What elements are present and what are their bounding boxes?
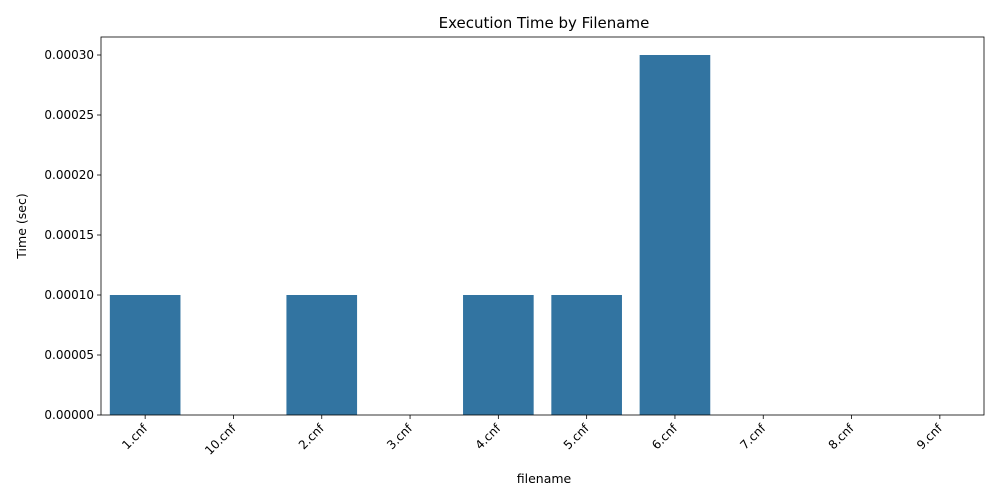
bar-4-cnf [463, 295, 534, 415]
x-tick-label: 6.cnf [649, 421, 681, 453]
x-tick-label: 1.cnf [119, 421, 151, 453]
bar-6-cnf [639, 55, 711, 415]
x-tick-label: 10.cnf [202, 421, 239, 458]
y-tick-label: 0.00020 [44, 168, 94, 182]
x-tick-label: 2.cnf [296, 421, 328, 453]
x-tick-label: 3.cnf [384, 421, 416, 453]
y-tick-label: 0.00025 [44, 108, 94, 122]
axes-frame [100, 36, 985, 416]
chart-title: Execution Time by Filename [439, 14, 650, 32]
plot-area: 0.00000 0.00005 0.00010 0.00015 0.00020 0.000… [44, 36, 985, 458]
x-tick-label: 7.cnf [737, 421, 769, 453]
y-tick-label: 0.00000 [44, 408, 94, 422]
bar-1-cnf [109, 295, 181, 415]
y-tick-label: 0.00030 [44, 48, 94, 62]
x-tick-label: 9.cnf [914, 421, 946, 453]
y-tick-label: 0.00010 [44, 288, 94, 302]
y-tick-label: 0.00015 [44, 228, 94, 242]
bar-2-cnf [286, 295, 358, 415]
y-axis-label: Time (sec) [14, 193, 29, 259]
x-tick-label: 4.cnf [472, 421, 504, 453]
y-tick-label: 0.00005 [44, 348, 94, 362]
x-tick-label: 5.cnf [561, 421, 593, 453]
x-tick-label: 8.cnf [826, 421, 858, 453]
bar-5-cnf [551, 295, 622, 415]
x-axis-label: filename [517, 471, 572, 486]
